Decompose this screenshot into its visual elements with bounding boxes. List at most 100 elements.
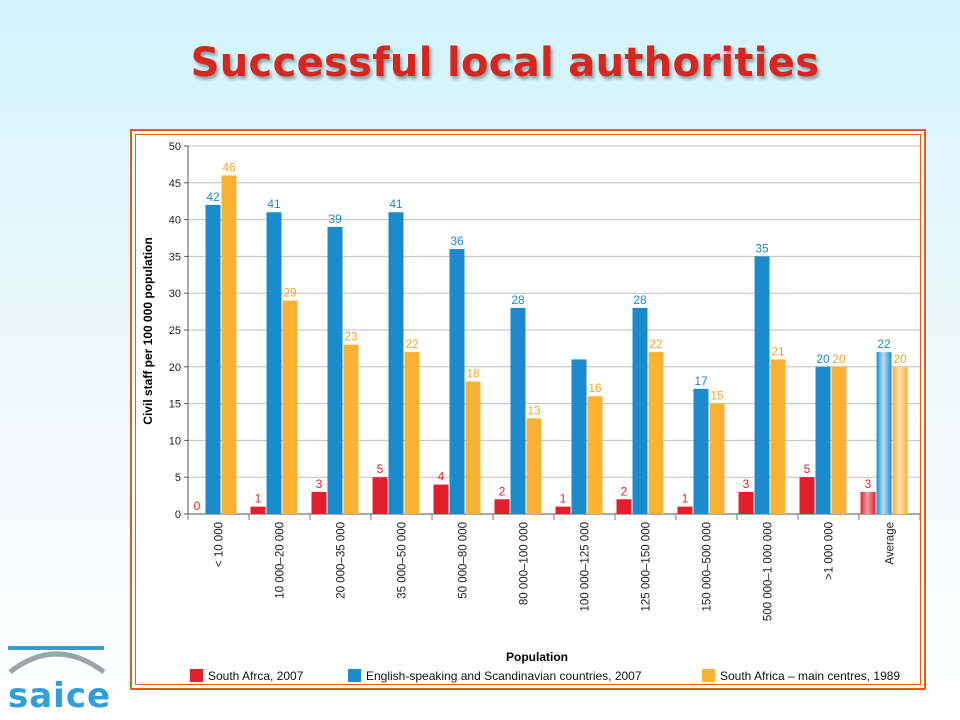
data-label-s2-c11: 20	[816, 352, 830, 366]
x-tick-label: 80 000–100 000	[519, 522, 531, 605]
bar-s1-c2	[250, 506, 266, 514]
x-tick-labels: < 10 000 10 000–20 000 20 000–35 000 35 000…	[214, 522, 897, 621]
bar-s2-c12	[876, 352, 892, 514]
data-label-s2-c5: 36	[450, 234, 464, 248]
y-tick-label: 0	[175, 509, 181, 521]
x-tick-label: 10 000–20 000	[275, 522, 287, 599]
y-tick-label: 20	[169, 362, 181, 374]
grid-lines	[184, 145, 921, 520]
y-tick-label: 5	[175, 472, 181, 484]
logo-text: saice	[8, 676, 112, 716]
x-tick-label: < 10 000	[214, 522, 226, 567]
bar-s1-c9	[677, 506, 693, 514]
data-label-s3-c11: 20	[832, 352, 846, 366]
data-label-s1-c4: 5	[377, 462, 384, 476]
data-label-s2-c3: 39	[328, 212, 342, 226]
bar-s2-c6	[510, 307, 526, 514]
data-label-s1-c8: 2	[621, 484, 628, 498]
bar-s2-c7	[571, 359, 587, 514]
data-label-s2-c12: 22	[877, 337, 891, 351]
bar-s2-c3	[327, 226, 343, 514]
legend-label-2: English-speaking and Scandinavian countr…	[366, 669, 642, 683]
bar-s1-c11	[799, 477, 815, 514]
data-label-s3-c7: 16	[588, 381, 602, 395]
y-tick-label: 40	[169, 215, 181, 227]
y-tick-label: 10	[169, 435, 181, 447]
bar-s2-c5	[449, 249, 465, 514]
bar-s3-c6	[526, 418, 542, 514]
bar-s3-c4	[404, 352, 420, 514]
bar-s2-c8	[632, 307, 648, 514]
legend-swatch-1	[190, 669, 203, 682]
x-tick-label: 150 000–500 000	[702, 522, 714, 612]
bar-s1-c10	[738, 491, 754, 514]
bar-s3-c12	[892, 366, 908, 514]
data-label-s3-c6: 13	[527, 403, 541, 417]
legend-label-1: South Afrca, 2007	[208, 669, 304, 683]
bar-s1-c3	[311, 491, 327, 514]
data-label-s3-c1: 46	[222, 160, 236, 174]
data-label-s1-c10: 3	[743, 477, 750, 491]
bar-s2-c4	[388, 212, 404, 514]
data-label-s1-c1: 0	[194, 499, 201, 513]
chart-frame: 0 5 10 15 20 25 30 35 40 45 50 0 1 3 5 4 2 1 2 1 3 5 3 42 41 39 4…	[130, 129, 926, 690]
data-label-s3-c8: 22	[649, 337, 663, 351]
bar-s3-c8	[648, 352, 664, 514]
data-label-s3-c4: 22	[405, 337, 419, 351]
data-label-s2-c8: 28	[633, 293, 647, 307]
data-label-s3-c3: 23	[344, 330, 358, 344]
bar-s3-c11	[831, 366, 847, 514]
data-label-s1-c7: 1	[560, 492, 567, 506]
bar-s1-c6	[494, 499, 510, 514]
legend-swatch-3	[702, 669, 715, 682]
saice-logo-arc-icon	[8, 646, 106, 675]
data-label-s3-c9: 15	[710, 389, 724, 403]
bar-s3-c3	[343, 344, 359, 514]
data-label-s1-c9: 1	[682, 492, 689, 506]
x-tick-label: 500 000–1 000 000	[763, 522, 775, 621]
y-tick-label: 25	[169, 325, 181, 337]
legend-label-3: South Africa – main centres, 1989	[720, 669, 900, 683]
y-tick-label: 15	[169, 399, 181, 411]
bars	[205, 175, 908, 514]
bar-s3-c9	[709, 403, 725, 514]
x-tick-label: 35 000–50 000	[397, 522, 409, 599]
x-tick-label: 125 000–150 000	[641, 522, 653, 612]
bar-s1-c5	[433, 484, 449, 514]
x-tick-label: 100 000–125 000	[580, 522, 592, 612]
bar-s2-c11	[815, 366, 831, 514]
x-tick-label: 50 000–80 000	[458, 522, 470, 599]
y-tick-labels: 0 5 10 15 20 25 30 35 40 45 50	[169, 141, 181, 521]
bar-s2-c2	[266, 212, 282, 514]
data-label-s2-c10: 35	[755, 241, 769, 255]
x-axis-label: Population	[506, 650, 568, 664]
data-label-s1-c5: 4	[438, 470, 445, 484]
x-tick-label: Average	[885, 522, 897, 565]
bar-s3-c1	[221, 175, 237, 514]
bar-s1-c7	[555, 506, 571, 514]
data-label-s3-c10: 21	[771, 344, 785, 358]
data-label-s2-c9: 17	[694, 374, 708, 388]
legend-swatch-2	[348, 669, 361, 682]
bar-s1-c8	[616, 499, 632, 514]
slide-title: Successful local authorities	[190, 40, 820, 86]
data-label-s1-c12: 3	[865, 477, 872, 491]
data-label-s2-c6: 28	[511, 293, 525, 307]
data-label-s2-c1: 42	[206, 190, 220, 204]
bar-s2-c9	[693, 388, 709, 514]
bar-s3-c7	[587, 396, 603, 514]
y-tick-label: 35	[169, 251, 181, 263]
bar-s3-c5	[465, 381, 481, 514]
data-label-s3-c5: 18	[466, 367, 480, 381]
bar-s3-c10	[770, 359, 786, 514]
data-label-s1-c3: 3	[316, 477, 323, 491]
data-label-s2-c2: 41	[267, 197, 281, 211]
data-label-s1-c11: 5	[804, 462, 811, 476]
bar-s3-c2	[282, 300, 298, 514]
data-label-s3-c12: 20	[893, 352, 907, 366]
x-tick-label: 20 000–35 000	[336, 522, 348, 599]
y-axis-label: Civil staff per 100 000 population	[141, 237, 155, 424]
data-label-s2-c4: 41	[389, 197, 403, 211]
